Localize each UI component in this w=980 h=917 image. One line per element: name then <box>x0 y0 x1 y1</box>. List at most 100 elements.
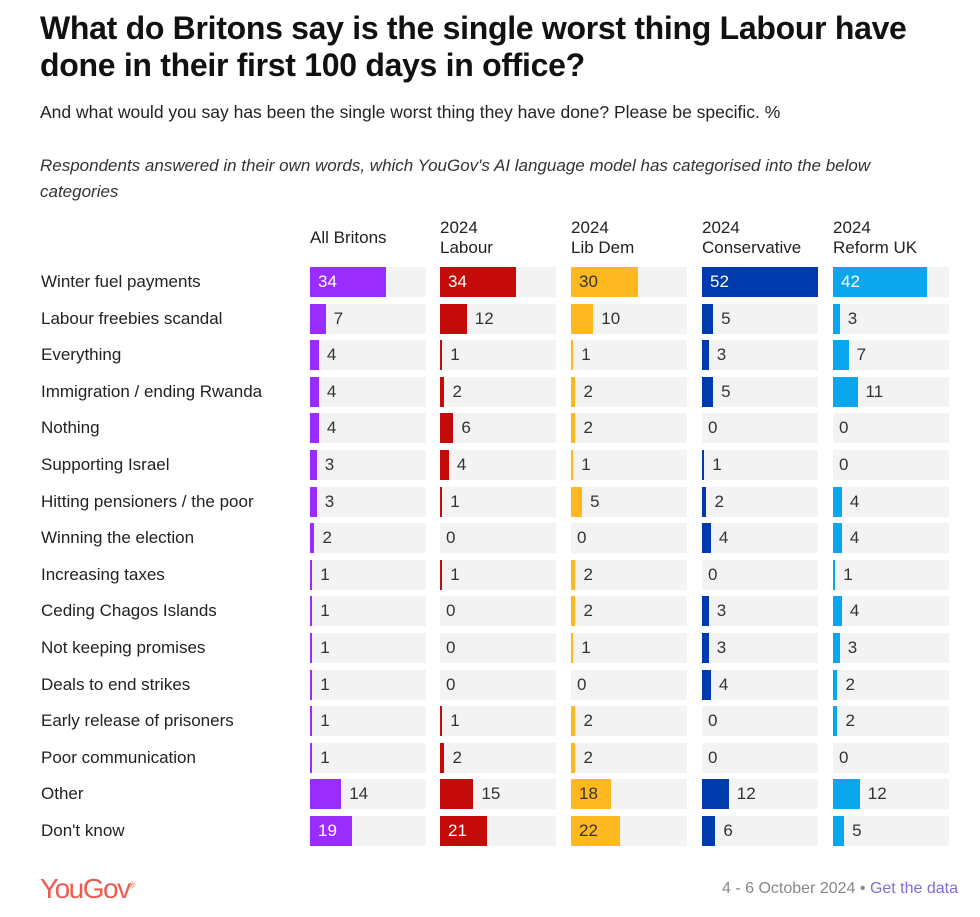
data-label: 0 <box>446 674 456 694</box>
bar <box>571 706 576 737</box>
bar-track <box>310 523 426 554</box>
bar-track <box>310 450 426 480</box>
data-label: 2 <box>452 381 462 401</box>
row-label: Not keeping promises <box>41 638 206 657</box>
data-label: 0 <box>839 418 849 438</box>
row-label: Early release of prisoners <box>41 711 234 731</box>
bar-track <box>702 376 818 407</box>
bar-track <box>702 742 818 773</box>
bar <box>440 413 454 444</box>
data-label: 0 <box>577 674 587 694</box>
bar <box>571 376 576 407</box>
data-label: 10 <box>601 308 621 328</box>
bar <box>310 816 353 846</box>
bar-track <box>702 816 818 846</box>
bar-track <box>310 303 426 334</box>
data-label: 30 <box>579 272 598 291</box>
data-label: 0 <box>708 564 718 584</box>
data-label: 15 <box>481 784 501 804</box>
bar <box>310 669 313 700</box>
bar-track <box>702 486 818 517</box>
bar-track <box>833 450 949 480</box>
data-label: 3 <box>716 638 727 657</box>
bar <box>571 340 574 371</box>
data-label: 0 <box>446 638 456 657</box>
bar <box>571 742 576 773</box>
bar <box>310 559 313 590</box>
bar <box>833 486 842 517</box>
data-label: 14 <box>349 784 369 804</box>
bar <box>571 559 576 590</box>
data-label: 2 <box>845 711 855 731</box>
bar <box>310 633 313 663</box>
bar-track <box>310 742 426 773</box>
row-label: Ceding Chagos Islands <box>41 601 217 621</box>
bar <box>310 267 386 297</box>
data-label: 19 <box>318 821 337 840</box>
bar <box>833 669 838 700</box>
data-label: 0 <box>839 747 849 767</box>
bar-track <box>833 486 949 517</box>
bar <box>440 450 449 480</box>
bar-track <box>310 669 426 700</box>
bar-track <box>571 669 687 700</box>
data-label: 1 <box>450 564 460 584</box>
bar <box>310 596 313 627</box>
data-label: 0 <box>446 528 456 548</box>
bar <box>310 340 319 371</box>
data-label: 4 <box>718 674 729 694</box>
bar <box>702 376 714 407</box>
bar <box>571 633 574 663</box>
chart-note: Respondents answered in their own words,… <box>40 156 871 201</box>
data-label: 12 <box>736 784 756 804</box>
bar <box>310 376 319 407</box>
data-label: 1 <box>320 747 330 767</box>
bar <box>440 267 516 297</box>
bar-track <box>702 633 818 663</box>
bar <box>833 779 860 810</box>
data-label: 52 <box>710 272 729 291</box>
bar-track <box>833 633 949 663</box>
bar-track <box>571 523 687 554</box>
bar-track <box>571 706 687 737</box>
bar-track <box>440 559 556 590</box>
data-label: 7 <box>333 308 344 328</box>
data-label: 34 <box>318 272 337 291</box>
bar-track <box>310 596 426 627</box>
get-data-link[interactable]: Get the data <box>869 880 958 897</box>
bar-track <box>440 413 556 444</box>
bar-track <box>702 413 818 444</box>
data-label: 3 <box>324 455 335 474</box>
data-label: 1 <box>843 564 853 584</box>
row-label: Deals to end strikes <box>41 674 191 694</box>
bar-track <box>833 816 949 846</box>
bar-track <box>571 450 687 480</box>
separator: • <box>859 880 866 897</box>
bar-track <box>310 486 426 517</box>
bar-track <box>571 633 687 663</box>
bar <box>310 742 313 773</box>
bar-track <box>440 669 556 700</box>
column-header: 2024 Reform UK <box>833 218 918 257</box>
data-label: 3 <box>716 601 727 621</box>
data-label: 1 <box>320 601 330 621</box>
row-label: Winter fuel payments <box>41 272 201 291</box>
data-label: 4 <box>326 345 337 365</box>
bar-track <box>833 559 949 590</box>
bar <box>440 816 487 846</box>
bar <box>833 633 840 663</box>
bar-track <box>440 706 556 737</box>
bar-track <box>833 523 949 554</box>
data-label: 1 <box>320 564 330 584</box>
data-label: 2 <box>322 528 332 548</box>
data-label: 12 <box>867 784 887 804</box>
row-label: Everything <box>41 345 122 365</box>
bar <box>702 633 709 663</box>
column-header: 2024 Labour <box>440 218 493 257</box>
bar <box>440 486 443 517</box>
bar <box>833 376 858 407</box>
bar-track <box>310 413 426 444</box>
data-label: 1 <box>320 711 330 731</box>
bar-track <box>571 413 687 444</box>
